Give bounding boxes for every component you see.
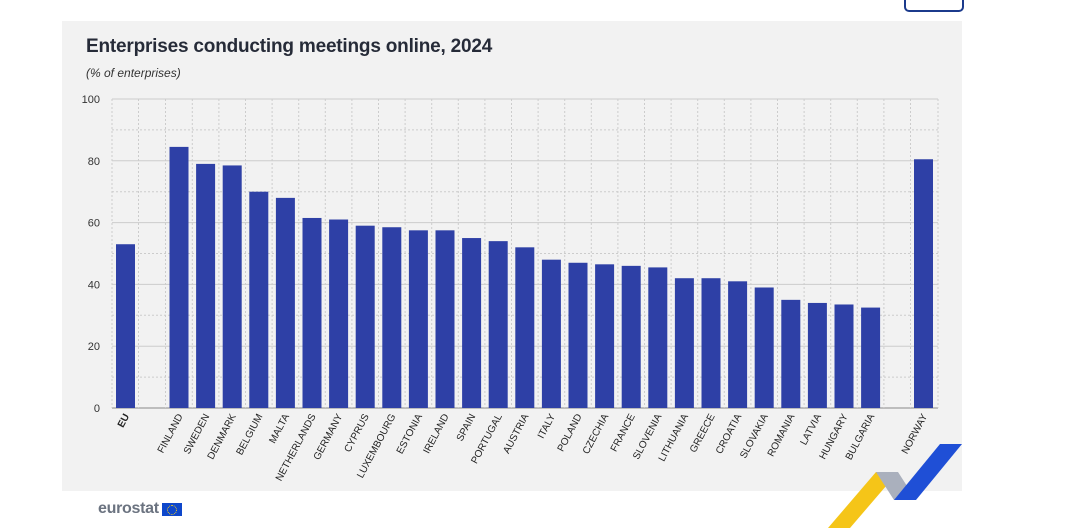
bar (861, 307, 881, 408)
bar (302, 217, 322, 408)
bar (382, 227, 402, 408)
y-tick-label: 100 (82, 94, 100, 106)
chart-subtitle: (% of enterprises) (86, 66, 181, 80)
bar (834, 304, 854, 408)
y-tick-label: 20 (88, 341, 100, 353)
bar (435, 230, 455, 408)
top-frame-decoration (904, 0, 964, 12)
bar (807, 302, 827, 408)
bar (648, 267, 668, 408)
eurostat-logo-text: eurostat (98, 500, 159, 517)
bar (329, 219, 349, 408)
bar (701, 278, 721, 408)
x-tick-label: SWEDEN (182, 412, 212, 456)
bar (488, 241, 508, 408)
y-tick-label: 0 (94, 403, 100, 415)
bar (728, 281, 748, 408)
bar (754, 287, 774, 408)
bar (169, 146, 189, 408)
bar (595, 264, 615, 408)
bar (116, 244, 135, 408)
x-tick-label: AUSTRIA (501, 412, 531, 456)
ribbon-yellow-shape (828, 472, 898, 528)
bar (275, 197, 295, 408)
eurostat-logo: eurostat (98, 500, 182, 518)
x-tick-label: MALTA (267, 412, 292, 446)
x-tick-label: LATVIA (799, 412, 825, 447)
x-tick-label: FRANCE (609, 412, 638, 454)
x-tick-label: IRELAND (422, 412, 452, 455)
x-tick-label: NORWAY (900, 412, 930, 456)
bar (196, 163, 216, 408)
x-tick-label: CZECHIA (581, 412, 611, 456)
y-tick-label: 40 (88, 279, 100, 291)
x-tick-label: ROMANIA (766, 412, 798, 459)
bar (674, 278, 694, 408)
x-tick-label: CROATIA (714, 412, 744, 456)
x-tick-label: FINLAND (156, 412, 186, 455)
bar (568, 262, 588, 408)
ribbon-blue-shape (894, 444, 962, 500)
x-tick-label: ITALY (536, 412, 558, 441)
bar (222, 165, 242, 408)
x-tick-label: EU (116, 412, 132, 429)
corner-ribbon-decoration (828, 444, 962, 528)
bar (249, 191, 269, 408)
x-tick-label: CYPRUS (343, 412, 372, 454)
x-tick-label: BELGIUM (235, 412, 266, 457)
x-tick-label: ESTONIA (395, 412, 425, 456)
eu-flag-icon (161, 502, 182, 516)
bar (462, 238, 482, 408)
x-tick-label: POLAND (556, 412, 585, 453)
bar (781, 299, 801, 408)
y-tick-label: 60 (88, 218, 100, 230)
bar (355, 225, 375, 408)
bar (541, 259, 561, 408)
bar (408, 230, 428, 408)
bar (914, 159, 933, 408)
x-tick-label: GREECE (688, 412, 718, 455)
bar (621, 265, 641, 408)
bar (515, 247, 535, 408)
chart-title: Enterprises conducting meetings online, … (86, 36, 493, 57)
y-tick-label: 80 (88, 156, 100, 168)
x-tick-label: SPAIN (455, 412, 478, 443)
